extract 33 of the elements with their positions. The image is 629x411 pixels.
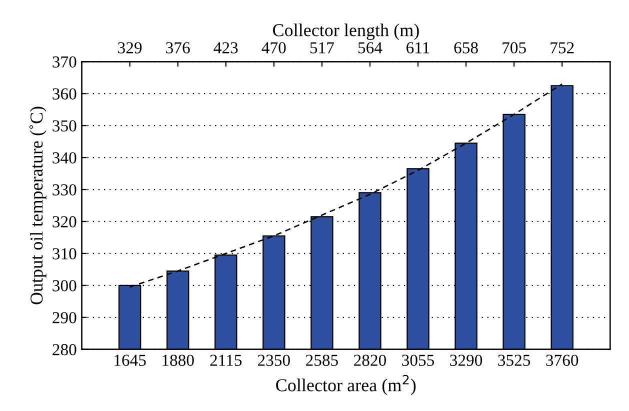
y-tick-label: 290 xyxy=(52,312,76,324)
x-tick-label: 3290 xyxy=(450,354,482,366)
y-tick-label: 280 xyxy=(52,344,76,356)
x-tick-label: 2115 xyxy=(210,354,242,366)
x-axis-title: Collector area (m$^{2}$) xyxy=(276,374,416,396)
x-tick-label: 3055 xyxy=(402,354,434,366)
x2-tick-label: 611 xyxy=(406,42,430,54)
x2-tick-label: 752 xyxy=(550,42,574,54)
x2-tick-label: 705 xyxy=(502,42,526,54)
x-tick-label: 1880 xyxy=(162,354,194,366)
y-tick-label: 320 xyxy=(52,216,76,228)
x-tick-label: 1645 xyxy=(114,354,146,366)
x2-tick-label: 564 xyxy=(358,42,382,54)
x-tick-label: 3760 xyxy=(546,354,578,366)
y-tick-label: 350 xyxy=(52,120,76,132)
x-tick-label: 2820 xyxy=(354,354,386,366)
x2-tick-label: 517 xyxy=(310,42,334,54)
x2-tick-label: 329 xyxy=(118,42,142,54)
x-tick-label: 3525 xyxy=(498,354,530,366)
y-tick-label: 360 xyxy=(52,88,76,100)
y-tick-label: 340 xyxy=(52,152,76,164)
x2-tick-label: 376 xyxy=(166,42,190,54)
y-tick-label: 300 xyxy=(52,280,76,292)
y-axis-title: Output oil temperature (˚C) xyxy=(29,106,46,304)
x2-tick-label: 423 xyxy=(214,42,238,54)
x2-axis-title: Collector length (m) xyxy=(272,24,419,40)
x2-tick-label: 658 xyxy=(454,42,478,54)
x2-tick-label: 470 xyxy=(262,42,286,54)
y-tick-label: 310 xyxy=(52,248,76,260)
y-tick-label: 330 xyxy=(52,184,76,196)
x-tick-label: 2585 xyxy=(306,354,338,366)
x-tick-label: 2350 xyxy=(258,354,290,366)
y-tick-label: 370 xyxy=(52,56,76,68)
